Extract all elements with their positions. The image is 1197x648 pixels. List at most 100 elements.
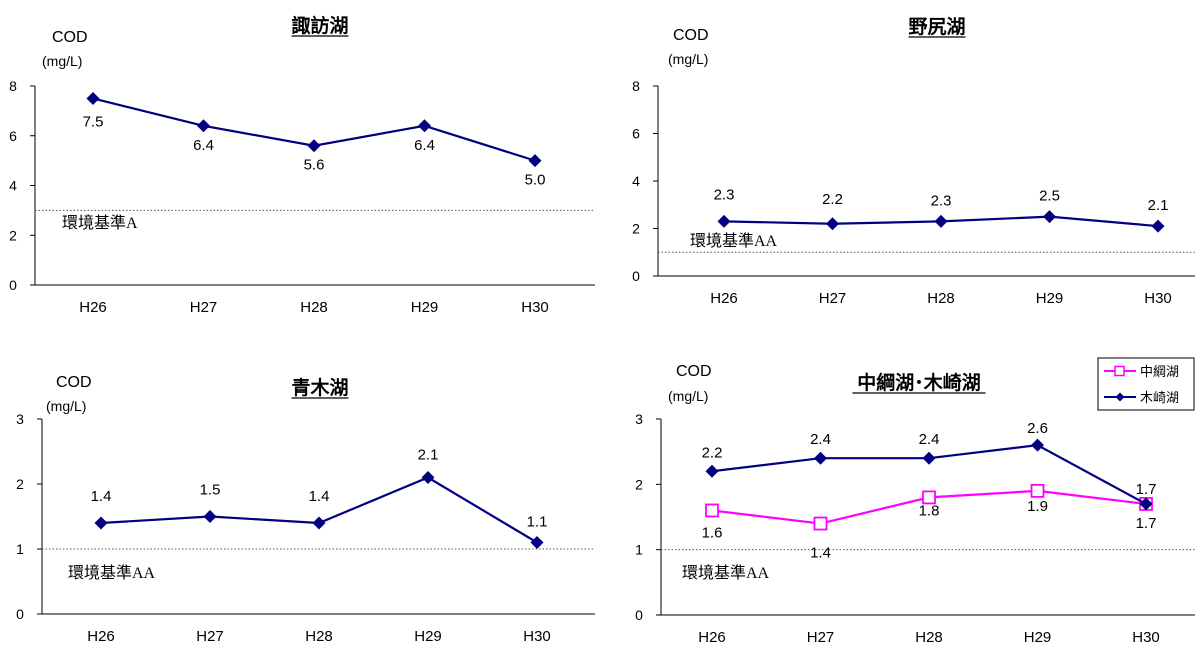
data-point xyxy=(1151,219,1165,233)
data-label: 5.0 xyxy=(525,172,546,189)
data-point xyxy=(421,471,435,484)
x-tick-label: H26 xyxy=(87,628,115,645)
data-point xyxy=(705,464,719,478)
data-label: 1.1 xyxy=(527,514,548,531)
data-label: 2.1 xyxy=(1148,197,1169,214)
data-label: 2.3 xyxy=(931,192,952,209)
chart-title: 野尻湖 xyxy=(908,16,965,38)
y-tick-label: 0 xyxy=(635,607,643,623)
y-tick-label: 3 xyxy=(16,411,24,427)
legend-label: 木崎湖 xyxy=(1140,390,1179,405)
x-tick-label: H27 xyxy=(196,628,224,645)
data-label: 1.4 xyxy=(309,488,330,505)
y-axis-title: COD xyxy=(56,374,92,391)
x-tick-label: H27 xyxy=(190,299,218,316)
y-tick-label: 1 xyxy=(16,541,24,557)
data-point xyxy=(1031,438,1044,452)
standard-label: 環境基準AA xyxy=(682,563,770,582)
data-point xyxy=(1030,483,1045,498)
data-point xyxy=(705,503,719,518)
y-tick-label: 6 xyxy=(9,128,17,144)
standard-label: 環境基準A xyxy=(62,213,138,232)
y-tick-label: 2 xyxy=(632,221,640,237)
data-label: 2.5 xyxy=(1039,188,1060,205)
data-point xyxy=(922,451,936,465)
data-point xyxy=(826,217,839,231)
data-label: 2.4 xyxy=(919,431,940,448)
x-tick-label: H28 xyxy=(915,629,943,646)
data-point xyxy=(922,490,936,505)
y-tick-label: 0 xyxy=(16,606,24,622)
data-label: 6.4 xyxy=(193,137,214,154)
x-tick-label: H26 xyxy=(698,629,726,646)
data-point xyxy=(1043,210,1056,224)
data-label: 1.4 xyxy=(91,488,112,505)
data-label: 2.3 xyxy=(714,186,735,203)
x-tick-label: H28 xyxy=(305,628,333,645)
chart-4: 中綱湖･木崎湖 COD (mg/L) 0 1 2 3 H26 H27 H28 H29 H30 環境基準A… xyxy=(635,357,1195,646)
data-label: 1.7 xyxy=(1136,481,1157,498)
data-label: 1.8 xyxy=(919,502,940,519)
y-axis-title: COD xyxy=(673,27,709,44)
data-point xyxy=(203,510,217,523)
x-tick-label: H26 xyxy=(79,299,107,316)
x-tick-label: H30 xyxy=(523,628,551,645)
y-tick-label: 4 xyxy=(9,178,17,194)
y-tick-label: 2 xyxy=(635,476,643,492)
data-point xyxy=(197,119,210,133)
data-label: 7.5 xyxy=(83,113,104,130)
data-label: 2.1 xyxy=(418,447,439,464)
y-tick-label: 2 xyxy=(16,476,24,492)
standard-label: 環境基準AA xyxy=(690,231,778,250)
standard-label: 環境基準AA xyxy=(68,563,156,582)
data-point xyxy=(717,214,731,228)
data-point xyxy=(528,154,542,168)
data-point xyxy=(94,516,108,530)
legend-marker xyxy=(1114,365,1125,377)
y-tick-label: 1 xyxy=(635,542,643,558)
y-axis-unit: (mg/L) xyxy=(668,388,708,404)
y-tick-label: 0 xyxy=(9,277,17,293)
y-tick-label: 4 xyxy=(632,173,640,189)
x-tick-label: H29 xyxy=(1024,629,1052,646)
data-label: 2.4 xyxy=(810,431,831,448)
y-axis-title: COD xyxy=(52,29,88,46)
y-tick-label: 6 xyxy=(632,126,640,142)
chart-1: 諏訪湖 COD (mg/L) 0 2 4 6 8 H26 H27 H28 H29 H30 環境基準A 7.5… xyxy=(9,14,595,316)
y-axis-unit: (mg/L) xyxy=(668,51,708,67)
chart-3: 青木湖 COD (mg/L) 0 1 2 3 H26 H27 H28 H29 H30 環境基準AA 1.4… xyxy=(16,374,595,645)
data-label: 1.7 xyxy=(1136,515,1157,532)
data-label: 6.4 xyxy=(414,137,435,154)
chart-title: 諏訪湖 xyxy=(291,14,348,37)
legend-label: 中綱湖 xyxy=(1140,364,1179,379)
legend-box xyxy=(1097,357,1195,411)
x-tick-label: H30 xyxy=(1144,290,1172,307)
x-tick-label: H28 xyxy=(300,299,328,316)
data-point xyxy=(86,91,100,105)
y-tick-label: 3 xyxy=(635,411,643,427)
x-tick-label: H27 xyxy=(807,629,835,646)
x-tick-label: H30 xyxy=(521,299,549,316)
data-point xyxy=(813,516,828,531)
legend-marker xyxy=(1115,392,1125,402)
x-tick-label: H30 xyxy=(1132,629,1160,646)
data-label: 2.2 xyxy=(702,444,723,461)
data-point xyxy=(312,516,326,530)
chart-title: 青木湖 xyxy=(291,376,348,399)
x-tick-label: H26 xyxy=(710,290,738,307)
data-label: 1.6 xyxy=(702,524,723,541)
y-tick-label: 2 xyxy=(9,227,17,243)
data-label: 5.6 xyxy=(304,157,325,174)
x-tick-label: H27 xyxy=(819,290,847,307)
data-point xyxy=(418,119,431,133)
y-tick-label: 8 xyxy=(9,78,17,94)
chart-2: 野尻湖 COD (mg/L) 0 2 4 6 8 H26 H27 H28 H29 H30 環境基準AA 2.… xyxy=(632,16,1195,307)
data-point xyxy=(934,214,948,228)
data-label: 1.4 xyxy=(810,545,831,562)
data-point xyxy=(307,139,321,153)
data-label: 1.5 xyxy=(200,482,221,499)
y-tick-label: 8 xyxy=(632,78,640,94)
y-axis-title: COD xyxy=(676,363,712,380)
x-tick-label: H28 xyxy=(927,290,955,307)
